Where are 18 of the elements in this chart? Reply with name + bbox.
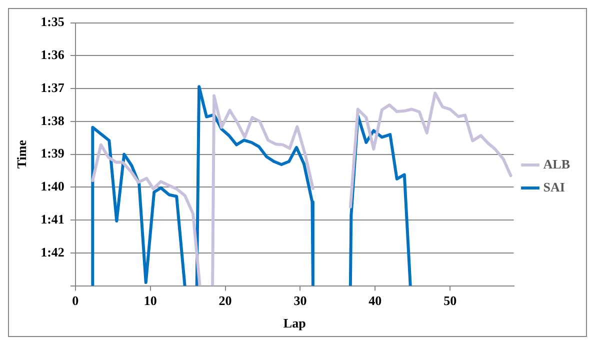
x-tick-label: 50 [444, 292, 457, 308]
y-tick-label: 1:37 [40, 80, 65, 95]
x-tick-label: 0 [72, 292, 79, 308]
y-axis-title: Time [14, 140, 30, 169]
y-tick-label: 1:36 [40, 47, 65, 62]
legend-label: ALB [543, 156, 570, 172]
y-tick-label: 1:38 [40, 112, 65, 128]
y-tick-label: 1:39 [40, 146, 65, 161]
x-tick-label: 40 [368, 292, 382, 308]
x-tick-label: 10 [144, 292, 157, 308]
x-tick-label: 30 [294, 292, 307, 308]
y-tick-label: 1:41 [40, 211, 64, 226]
x-tick-label: 20 [218, 292, 232, 308]
legend-label: SAI [543, 179, 565, 194]
y-tick-label: 1:42 [40, 244, 64, 260]
y-tick-label: 1:40 [40, 178, 64, 194]
y-tick-label: 1:35 [40, 14, 65, 30]
x-axis-title: Lap [283, 316, 306, 331]
